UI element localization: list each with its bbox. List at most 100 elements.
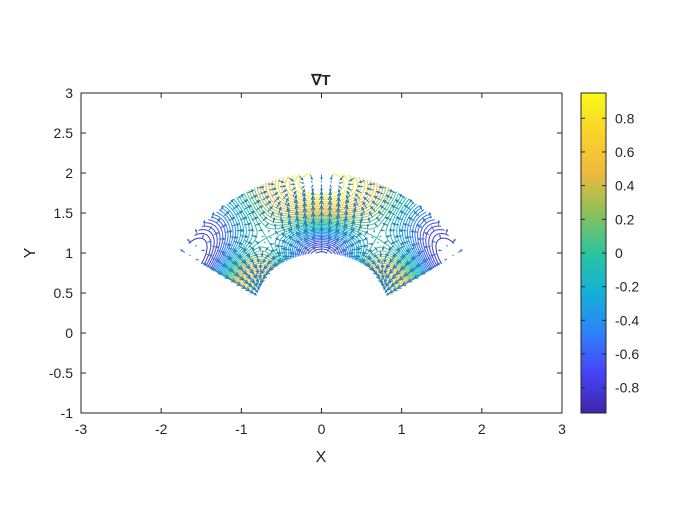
colorbar-tick-label: 0.4 xyxy=(615,178,635,194)
quiver-arrowhead xyxy=(241,284,247,289)
quiver-arrowhead xyxy=(408,217,412,221)
quiver-arrowhead xyxy=(388,289,394,294)
quiver-arrowhead xyxy=(398,193,403,198)
quiver-arrowhead xyxy=(302,185,305,188)
quiver-arrow xyxy=(384,264,388,274)
quiver-arrowhead xyxy=(327,218,333,225)
quiver-arrow xyxy=(354,203,357,212)
quiver-arrow xyxy=(346,199,349,210)
colorbar-tick-label: 0.2 xyxy=(615,211,635,227)
quiver-arrowhead xyxy=(416,250,422,254)
quiver-arrowhead xyxy=(215,245,220,249)
quiver-arrowhead xyxy=(439,234,441,237)
quiver-arrowhead xyxy=(258,265,263,270)
quiver-arrowhead xyxy=(266,223,269,226)
quiver-arrowhead xyxy=(405,248,411,252)
quiver-arrowhead xyxy=(359,218,363,222)
quiver-arrow xyxy=(346,235,355,243)
quiver-arrowhead xyxy=(360,257,367,263)
quiver-arrowhead xyxy=(245,264,251,270)
quiver-arrow xyxy=(238,245,247,251)
quiver-arrowhead xyxy=(295,240,301,245)
quiver-arrowhead xyxy=(374,265,380,270)
quiver-arrowhead xyxy=(304,237,308,242)
quiver-arrowhead xyxy=(358,224,362,229)
quiver-arrowhead xyxy=(371,200,376,204)
quiver-arrow xyxy=(189,254,191,257)
quiver-arrowhead xyxy=(281,224,285,229)
quiver-arrowhead xyxy=(367,217,371,221)
quiver-arrow xyxy=(282,248,292,251)
quiver-arrow xyxy=(236,210,243,216)
quiver-arrowhead xyxy=(375,190,380,194)
quiver-arrowhead xyxy=(339,177,343,181)
quiver-arrow xyxy=(401,251,411,258)
quiver-arrowhead xyxy=(180,249,183,252)
quiver-arrowhead xyxy=(291,178,295,182)
quiver-arrow xyxy=(405,236,414,239)
quiver-arrowhead xyxy=(251,286,256,291)
quiver-arrow xyxy=(333,237,339,247)
quiver-arrow xyxy=(281,219,284,227)
quiver-arrow xyxy=(259,260,262,269)
quiver-arrow xyxy=(289,243,298,249)
quiver-arrow xyxy=(206,265,215,271)
quiver-arrow xyxy=(423,257,432,262)
quiver-arrow xyxy=(371,236,374,239)
quiver-arrowhead xyxy=(384,289,388,294)
quiver-arrow xyxy=(406,247,416,252)
quiver-arrowhead xyxy=(329,187,332,191)
quiver-arrowhead xyxy=(373,254,377,258)
quiver-arrow xyxy=(242,250,251,257)
quiver-arrowhead xyxy=(392,253,397,258)
quiver-arrowhead xyxy=(427,266,432,271)
quiver-arrowhead xyxy=(404,204,408,208)
quiver-arrowhead xyxy=(329,184,332,187)
quiver-arrow xyxy=(289,252,300,255)
quiver-arrowhead xyxy=(383,278,388,284)
quiver-arrowhead xyxy=(302,192,306,197)
quiver-arrowhead xyxy=(267,200,272,204)
quiver-arrowhead xyxy=(371,260,377,265)
quiver-arrow xyxy=(350,220,355,231)
quiver-arrowhead xyxy=(431,240,434,243)
quiver-arrowhead xyxy=(342,231,348,237)
quiver-arrowhead xyxy=(354,197,358,202)
quiver-arrowhead xyxy=(202,234,204,237)
y-tick-label: 1 xyxy=(65,245,73,261)
quiver-arrow xyxy=(272,260,284,266)
quiver-arrowhead xyxy=(281,240,286,244)
quiver-arrowhead xyxy=(396,258,402,264)
quiver-arrowhead xyxy=(344,198,349,204)
quiver-arrow xyxy=(296,217,300,229)
quiver-arrow xyxy=(304,246,311,253)
quiver-arrow xyxy=(217,249,226,254)
quiver-arrowhead xyxy=(258,283,263,288)
quiver-arrowhead xyxy=(338,185,341,188)
colorbar-tick-label: -0.8 xyxy=(615,380,639,396)
quiver-arrowhead xyxy=(320,177,323,181)
quiver-arrowhead xyxy=(398,275,404,281)
quiver-arrowhead xyxy=(311,187,314,191)
quiver-arrowhead xyxy=(256,200,261,204)
quiver-arrowhead xyxy=(382,286,387,291)
quiver-arrowhead xyxy=(187,238,190,242)
quiver-arrow xyxy=(304,237,310,247)
quiver-arrowhead xyxy=(255,289,259,294)
contour-line xyxy=(225,194,418,279)
quiver-arrow xyxy=(244,240,252,244)
quiver-arrowhead xyxy=(419,204,423,209)
quiver-arrow xyxy=(383,255,387,263)
quiver-arrow xyxy=(237,265,248,275)
quiver-arrowhead xyxy=(420,270,426,275)
quiver-arrow xyxy=(312,236,316,246)
quiver-arrowhead xyxy=(337,188,341,192)
quiver-arrowhead xyxy=(243,279,250,285)
quiver-arrowhead xyxy=(399,210,404,214)
quiver-arrowhead xyxy=(275,250,281,256)
quiver-arrowhead xyxy=(320,187,323,191)
quiver-arrowhead xyxy=(366,187,370,191)
quiver-arrowhead xyxy=(423,232,427,235)
y-tick-label: 3 xyxy=(65,85,73,101)
quiver-arrow xyxy=(240,216,247,221)
